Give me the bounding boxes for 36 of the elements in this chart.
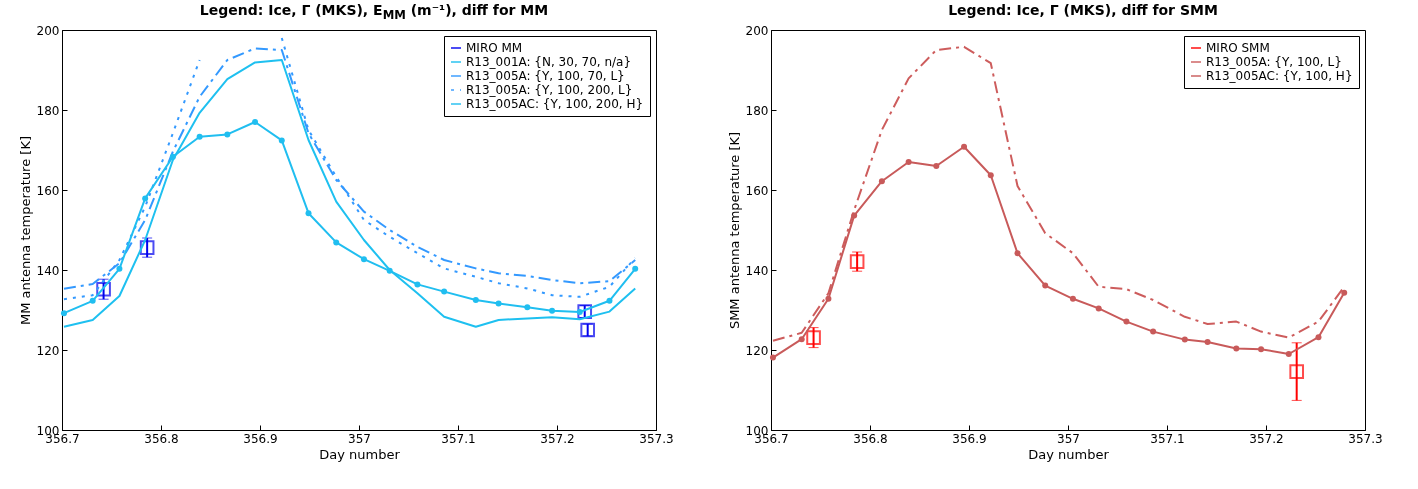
x-tick-label: 357.1 xyxy=(1150,431,1185,446)
x-tick-label: 357 xyxy=(348,431,371,446)
legend-label: MIRO MM xyxy=(466,41,523,55)
y-tick-label: 180 xyxy=(36,103,60,118)
x-axis-title: Day number xyxy=(1028,446,1110,462)
chart-title: Legend: Ice, Γ (MKS), diff for SMM xyxy=(947,1,1219,20)
legend-label: R13_005A: {Y, 100, 200, L} xyxy=(466,83,633,97)
legend-label: R13_005A: {Y, 100, 70, L} xyxy=(466,69,625,83)
y-tick-label: 140 xyxy=(36,263,60,278)
x-tick-label: 357.2 xyxy=(1249,431,1284,446)
x-tick-label: 357.3 xyxy=(639,431,674,446)
legend-label: MIRO SMM xyxy=(1206,41,1270,55)
y-tick-label: 180 xyxy=(745,103,769,118)
y-tick-label: 200 xyxy=(36,23,60,38)
x-tick-label: 357.1 xyxy=(441,431,476,446)
y-axis-title: SMM antenna temperature [K] xyxy=(726,131,742,330)
y-tick-label: 140 xyxy=(745,263,769,278)
y-tick-label: 200 xyxy=(745,23,769,38)
x-tick-label: 357.3 xyxy=(1348,431,1383,446)
legend-label: R13_001A: {N, 30, 70, n/a} xyxy=(466,55,632,69)
x-tick-label: 357.2 xyxy=(540,431,575,446)
x-tick-label: 356.9 xyxy=(243,431,278,446)
legend-label: R13_005AC: {Y, 100, H} xyxy=(1206,69,1353,83)
y-tick-label: 160 xyxy=(745,183,769,198)
y-tick-label: 120 xyxy=(745,343,769,358)
x-tick-label: 356.9 xyxy=(952,431,987,446)
y-tick-label: 160 xyxy=(36,183,60,198)
chart-title: Legend: Ice, Γ (MKS), E$_{MM}$ (m⁻¹), diff for MM xyxy=(198,1,550,22)
x-axis-title: Day number xyxy=(319,446,401,462)
x-tick-label: 357 xyxy=(1057,431,1080,446)
y-tick-label: 120 xyxy=(36,343,60,358)
x-tick-label: 356.8 xyxy=(853,431,888,446)
y-axis-title: MM antenna temperature [K] xyxy=(17,136,33,325)
legend-label: R13_005AC: {Y, 100, 200, H} xyxy=(466,97,644,111)
x-tick-label: 356.8 xyxy=(144,431,179,446)
legend-label: R13_005A: {Y, 100, L} xyxy=(1206,55,1342,69)
